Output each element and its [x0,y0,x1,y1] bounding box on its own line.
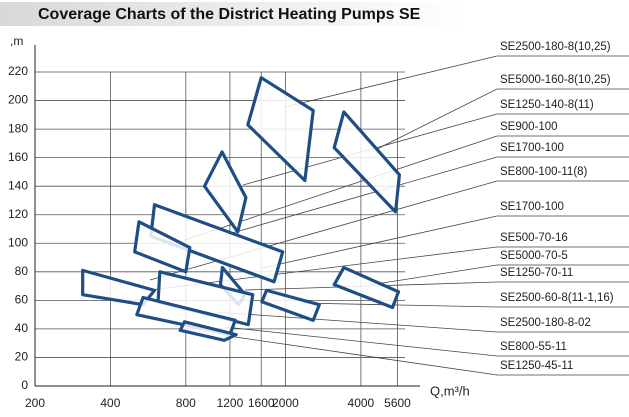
y-tick-label: 60 [15,293,29,307]
region-label: SE5000-160-8(10,25) [500,74,611,86]
y-tick-label: 120 [8,207,28,221]
coverage-region [178,320,238,342]
coverage-region [332,265,401,310]
y-tick-label: 160 [8,150,28,164]
x-tick-label: 2000 [272,396,299,410]
x-tick-label: 4000 [348,396,375,410]
x-tick-label: 1600 [248,396,275,410]
region-label: SE1250-45-11 [500,360,573,372]
region-label: SE1700-100 [500,142,564,154]
region-label: SE1250-70-11 [500,267,573,279]
coverage-region [246,76,315,183]
region-label: SE1250-140-8(11) [500,99,594,111]
x-tick-label: 1200 [217,396,244,410]
region-label: SE1700-100 [500,201,564,213]
coverage-region [149,203,285,284]
x-tick-label: 800 [176,396,196,410]
y-tick-label: 220 [8,64,28,78]
y-tick-label: 140 [8,178,28,192]
y-tick-label: 200 [8,93,28,107]
y-axis-label: ,m [10,34,23,48]
x-tick-label: 200 [25,396,45,410]
coverage-region [332,110,402,214]
y-tick-label: 80 [15,264,29,278]
title-bar [0,2,470,26]
y-tick-label: 20 [15,350,29,364]
coverage-region [133,220,192,274]
coverage-region [202,150,248,234]
region-label: SE800-100-11(8) [500,166,588,178]
region-label: SE800-55-11 [500,341,567,353]
coverage-region [156,270,255,327]
region-label: SE900-100 [500,121,558,133]
y-tick-label: 100 [8,235,28,249]
y-tick-label: 40 [15,321,29,335]
region-label: SE2500-180-8(10,25) [500,41,611,53]
y-tick-label: 180 [8,121,28,135]
y-tick-label: 0 [21,378,28,392]
chart-title: Coverage Charts of the District Heating … [38,6,421,23]
x-tick-label: 400 [100,396,120,410]
region-label: SE500-70-16 [500,232,568,244]
x-axis-label: Q,m³/h [430,383,470,398]
region-label: SE2500-60-8(11-1,16) [500,292,614,304]
x-tick-label: 5600 [384,396,411,410]
region-label: SE5000-70-5 [500,250,568,262]
coverage-region [260,288,321,322]
region-label: SE2500-180-8-02 [500,317,591,329]
